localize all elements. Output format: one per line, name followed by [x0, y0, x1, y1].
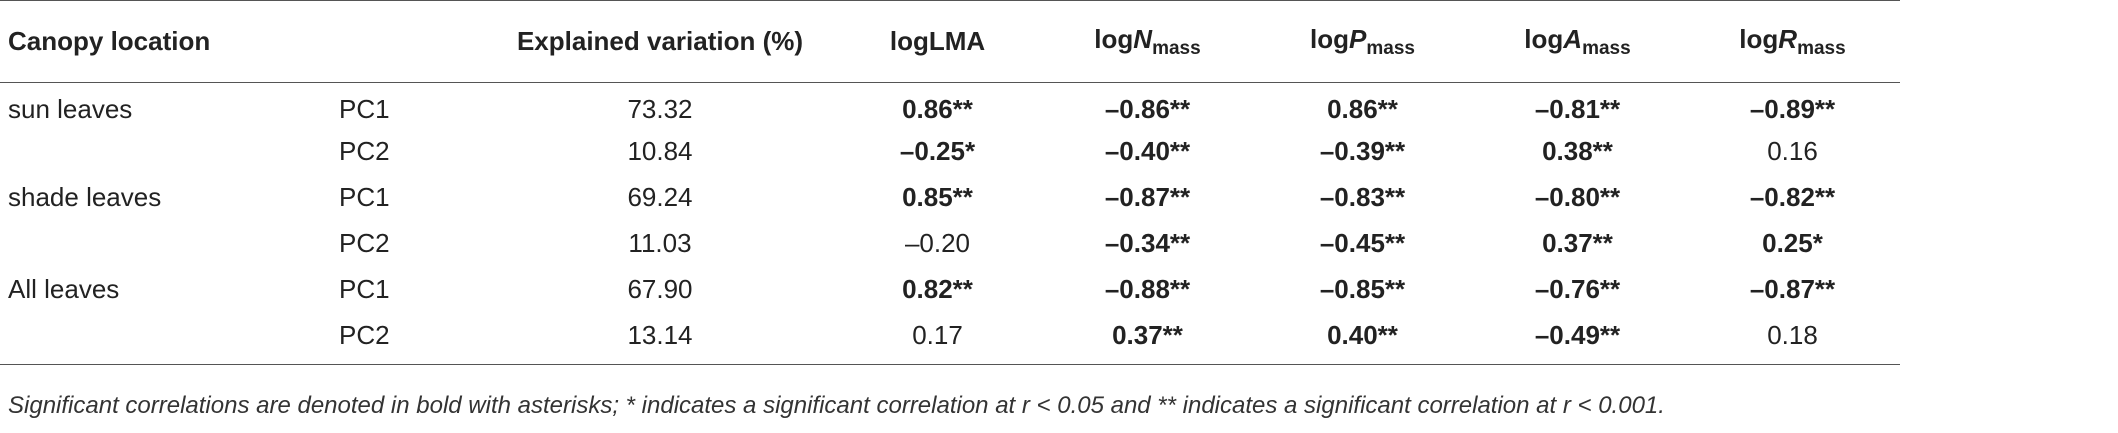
row-logamass: –0.76**	[1534, 274, 1621, 304]
row-location: sun leaves	[8, 94, 133, 125]
row-logamass: –0.81**	[1534, 94, 1621, 125]
row-logrmass: –0.82**	[1749, 182, 1836, 212]
table-footnote: Significant correlations are denoted in …	[8, 392, 1665, 419]
table-row: PC2 13.14 0.17 0.37** 0.40** –0.49** 0.1…	[0, 312, 2118, 365]
row-explained-variation: 10.84	[627, 136, 693, 166]
row-loglma: 0.17	[835, 312, 1040, 365]
row-loglma: 0.82**	[902, 274, 973, 304]
row-pc: PC1	[339, 182, 390, 212]
header-a-prefix: log	[1524, 23, 1564, 54]
row-logrmass: 0.25*	[1762, 228, 1823, 258]
row-logpmass: –0.83**	[1319, 182, 1406, 212]
row-logrmass: –0.87**	[1749, 274, 1836, 304]
header-r-sub: mass	[1797, 37, 1846, 59]
row-lognmass: –0.87**	[1104, 182, 1191, 212]
header-row: Canopy location Explained variation (%) …	[0, 0, 2118, 83]
header-explained-variation: Explained variation (%)	[485, 0, 835, 83]
header-logpmass: logPmass	[1255, 0, 1470, 83]
row-logrmass: 0.16	[1767, 136, 1818, 166]
table-row: PC2 10.84 –0.25* –0.40** –0.39** 0.38** …	[0, 129, 2118, 175]
row-loglma: 0.85**	[902, 182, 973, 212]
header-lognmass: logNmass	[1040, 0, 1255, 83]
row-location	[0, 129, 335, 175]
row-location: All leaves	[8, 274, 120, 304]
row-lognmass: 0.37**	[1040, 312, 1255, 365]
header-a-letter: A	[1563, 23, 1583, 54]
row-loglma: 0.86**	[902, 94, 973, 125]
row-pc: PC2	[335, 312, 485, 365]
row-lognmass: –0.86**	[1104, 94, 1191, 125]
row-location	[0, 312, 335, 365]
row-logamass: –0.49**	[1470, 312, 1685, 365]
table-row: PC2 11.03 –0.20 –0.34** –0.45** 0.37** 0…	[0, 221, 2118, 267]
row-pc: PC2	[339, 228, 390, 258]
table-row: sun leaves PC1 73.32 0.86** –0.86** 0.86…	[0, 83, 2118, 129]
row-logpmass: –0.39**	[1319, 136, 1406, 166]
table-row: shade leaves PC1 69.24 0.85** –0.87** –0…	[0, 175, 2118, 221]
row-lognmass: –0.34**	[1104, 228, 1191, 258]
row-logamass: 0.38**	[1542, 136, 1613, 166]
header-loglma: logLMA	[835, 0, 1040, 83]
row-logpmass: 0.86**	[1327, 94, 1398, 125]
row-logamass: –0.80**	[1534, 182, 1621, 212]
row-lognmass: –0.88**	[1104, 274, 1191, 304]
results-table: Canopy location Explained variation (%) …	[0, 0, 2118, 365]
row-pc: PC1	[339, 274, 390, 304]
row-lognmass: –0.40**	[1104, 136, 1191, 166]
row-pc: PC2	[339, 136, 390, 166]
row-loglma: –0.25*	[899, 136, 976, 166]
header-p-letter: P	[1349, 23, 1367, 54]
header-r-letter: R	[1778, 23, 1798, 54]
row-pc: PC1	[339, 94, 390, 125]
row-logpmass: –0.45**	[1319, 228, 1406, 258]
row-explained-variation: 69.24	[627, 182, 693, 212]
header-n-sub: mass	[1152, 37, 1201, 59]
row-logamass: 0.37**	[1542, 228, 1613, 258]
row-logrmass: 0.18	[1685, 312, 1900, 365]
header-logrmass: logRmass	[1685, 0, 1900, 83]
header-r-prefix: log	[1739, 23, 1779, 54]
header-a-sub: mass	[1582, 37, 1631, 59]
header-p-sub: mass	[1366, 37, 1415, 59]
row-explained-variation: 67.90	[627, 274, 693, 304]
row-explained-variation: 13.14	[485, 312, 835, 365]
header-n-prefix: log	[1094, 23, 1134, 54]
row-logrmass: –0.89**	[1749, 94, 1836, 125]
row-location	[0, 221, 335, 267]
header-n-letter: N	[1133, 23, 1153, 54]
row-location: shade leaves	[8, 182, 162, 212]
row-logpmass: –0.85**	[1319, 274, 1406, 304]
row-loglma: –0.20	[904, 228, 971, 258]
row-explained-variation: 73.32	[627, 94, 693, 125]
row-logpmass: 0.40**	[1255, 312, 1470, 365]
header-logamass: logAmass	[1470, 0, 1685, 83]
row-explained-variation: 11.03	[628, 228, 692, 258]
table-row: All leaves PC1 67.90 0.82** –0.88** –0.8…	[0, 267, 2118, 313]
header-canopy-location: Canopy location	[0, 0, 485, 83]
header-p-prefix: log	[1310, 23, 1350, 54]
